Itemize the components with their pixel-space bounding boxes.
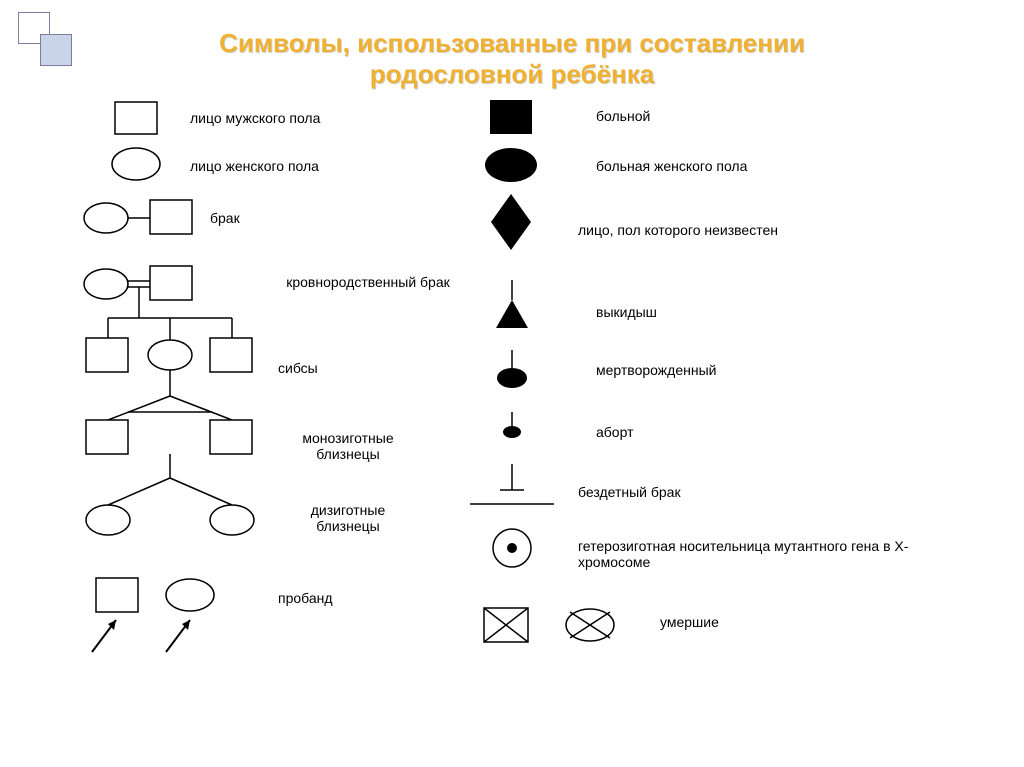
pedigree-legend-slide: Символы, использованные при составлении … xyxy=(0,0,1024,767)
label-deceased: умершие xyxy=(660,614,719,630)
symbol-deceased xyxy=(0,0,1024,767)
